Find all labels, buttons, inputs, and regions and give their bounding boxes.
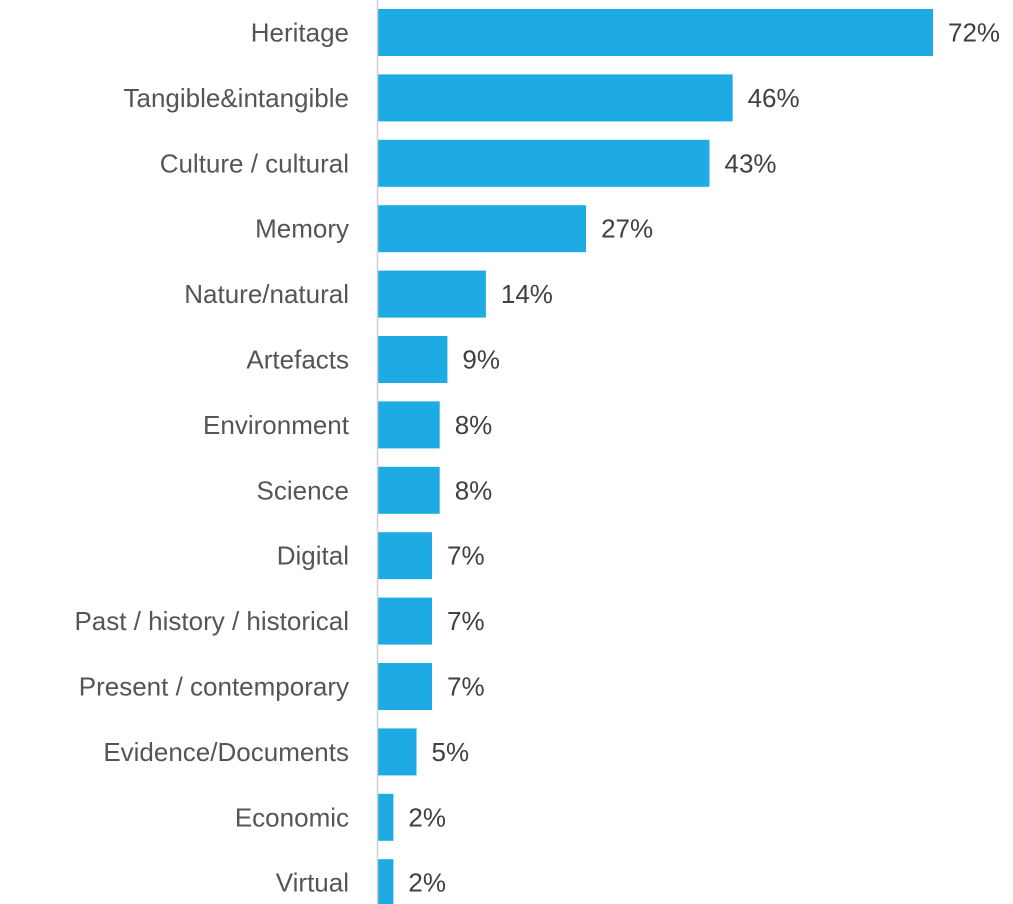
bars-layer	[378, 9, 933, 904]
category-label: Artefacts	[246, 345, 349, 375]
value-label: 5%	[432, 737, 470, 767]
bar	[378, 532, 432, 580]
value-label: 14%	[501, 279, 553, 309]
bar	[378, 663, 432, 710]
category-label: Digital	[277, 541, 349, 571]
category-label: Heritage	[251, 18, 349, 48]
value-label: 8%	[455, 475, 493, 505]
category-label: Present / contemporary	[79, 672, 349, 702]
bar	[378, 139, 710, 187]
value-label: 7%	[447, 672, 485, 702]
bar	[378, 466, 440, 514]
bar	[378, 401, 440, 449]
value-label: 72%	[948, 18, 1000, 48]
value-label: 9%	[462, 345, 500, 375]
value-label: 7%	[447, 606, 485, 636]
category-label: Tangible&intangible	[123, 83, 349, 113]
category-label: Environment	[203, 410, 350, 440]
bar	[378, 9, 933, 56]
bar	[378, 74, 733, 122]
bar	[378, 728, 417, 776]
value-label: 8%	[455, 410, 493, 440]
category-label: Virtual	[276, 868, 349, 898]
value-label: 2%	[408, 802, 446, 832]
bar	[378, 859, 394, 904]
category-label: Past / history / historical	[74, 606, 349, 636]
category-label: Economic	[235, 802, 349, 832]
category-label: Science	[257, 475, 350, 505]
value-label: 7%	[447, 541, 485, 571]
value-label: 27%	[601, 214, 653, 244]
bar	[378, 336, 448, 383]
category-label: Memory	[255, 214, 349, 244]
labels-layer: Heritage 72% Tangible&intangible 46% Culture…	[74, 18, 1000, 898]
category-label: Evidence/Documents	[103, 737, 349, 767]
bar	[378, 793, 394, 841]
bar	[378, 597, 432, 645]
value-label: 46%	[748, 83, 800, 113]
category-label: Nature/natural	[184, 279, 349, 309]
category-label: Culture / cultural	[160, 148, 349, 178]
bar	[378, 270, 486, 318]
value-label: 2%	[408, 868, 446, 898]
value-label: 43%	[725, 148, 777, 178]
bar	[378, 205, 587, 253]
